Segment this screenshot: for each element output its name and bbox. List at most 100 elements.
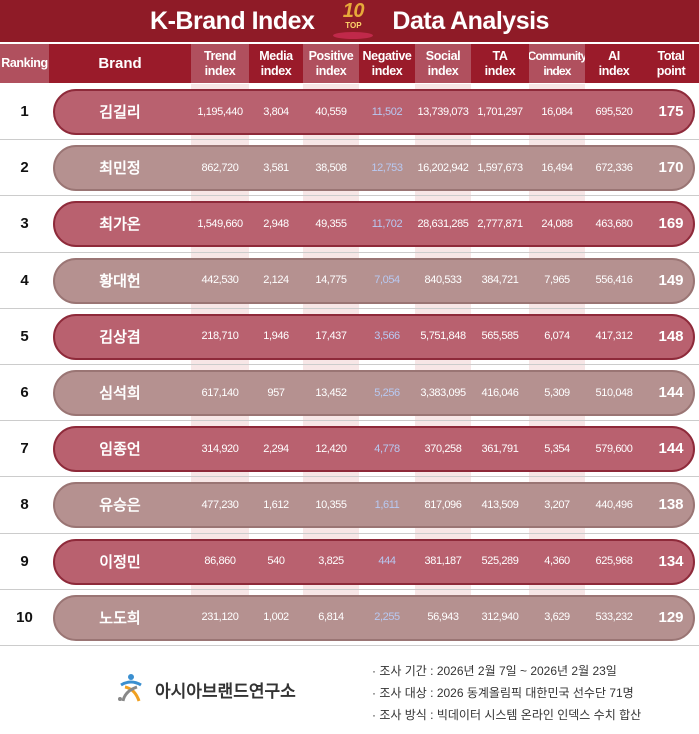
table-header: Ranking Brand Trend index Media index Positi… [0, 42, 699, 83]
cell-social: 840,533 [424, 274, 462, 287]
cell-trend: 314,920 [201, 442, 239, 455]
cell-social: 16,202,942 [417, 161, 469, 174]
cell-media: 540 [267, 555, 285, 568]
cell-ai: 417,312 [595, 330, 633, 343]
cell-ai: 440,496 [595, 498, 633, 511]
cell-community: 5,309 [544, 386, 570, 399]
cell-positive: 14,775 [315, 274, 347, 287]
cell-trend: 862,720 [201, 161, 239, 174]
cell-total: 134 [658, 552, 684, 570]
cell-positive: 3,825 [318, 555, 344, 568]
top10-badge-icon: 10 TOP [330, 1, 376, 41]
cell-media: 1,946 [263, 330, 289, 343]
cell-media: 957 [267, 386, 285, 399]
cell-brand: 유승은 [99, 497, 141, 515]
cell-rank: 9 [20, 552, 29, 570]
cell-media: 2,124 [263, 274, 289, 287]
cell-ta: 416,046 [481, 386, 519, 399]
cell-ta: 1,597,673 [477, 161, 523, 174]
table-row: 10 노도희 231,120 1,002 6,814 2,255 56,943 312,940… [0, 590, 699, 646]
cell-trend: 442,530 [201, 274, 239, 287]
cell-positive: 13,452 [315, 386, 347, 399]
note-method: · 조사 방식 : 빅데이터 시스템 온라인 인덱스 수치 합산 [372, 708, 642, 722]
cell-community: 5,354 [544, 442, 570, 455]
cell-media: 2,948 [263, 217, 289, 230]
cell-ta: 2,777,871 [477, 217, 523, 230]
cell-community: 7,965 [544, 274, 570, 287]
cell-total: 129 [658, 608, 684, 626]
cell-trend: 477,230 [201, 498, 239, 511]
cell-social: 817,096 [424, 498, 462, 511]
table-row: 4 황대헌 442,530 2,124 14,775 7,054 840,533 384,72… [0, 253, 699, 309]
title-right: Data Analysis [392, 6, 549, 35]
row-pill [53, 313, 695, 360]
cell-negative: 3,566 [374, 330, 400, 343]
column-header-ai: AI index [598, 48, 630, 78]
cell-community: 16,494 [541, 161, 573, 174]
cell-social: 28,631,285 [417, 217, 469, 230]
cell-positive: 17,437 [315, 330, 347, 343]
cell-rank: 6 [20, 384, 29, 402]
cell-positive: 38,508 [315, 161, 347, 174]
column-header-rank: Ranking [0, 44, 49, 83]
cell-ta: 525,289 [481, 555, 519, 568]
table-row: 6 심석희 617,140 957 13,452 5,256 3,383,095 416,04… [0, 365, 699, 422]
cell-community: 3,629 [544, 611, 570, 624]
cell-social: 3,383,095 [420, 386, 466, 399]
cell-ai: 556,416 [595, 274, 633, 287]
cell-rank: 3 [20, 215, 29, 233]
cell-ta: 361,791 [481, 442, 519, 455]
cell-total: 144 [658, 384, 684, 402]
cell-rank: 5 [20, 327, 29, 345]
table-row: 3 최가온 1,549,660 2,948 49,355 11,702 28,631,285… [0, 196, 699, 253]
cell-total: 169 [658, 215, 684, 233]
cell-brand: 황대헌 [99, 272, 141, 290]
cell-ai: 463,680 [595, 217, 633, 230]
cell-trend: 1,549,660 [197, 217, 243, 230]
column-header-media: Media index [259, 48, 293, 78]
column-header-social: Social index [415, 44, 471, 83]
cell-brand: 노도희 [99, 609, 141, 627]
cell-ai: 510,048 [595, 386, 633, 399]
cell-trend: 86,860 [204, 555, 236, 568]
cell-positive: 49,355 [315, 217, 347, 230]
cell-media: 1,002 [263, 611, 289, 624]
cell-rank: 10 [16, 608, 33, 626]
table-row: 9 이정민 86,860 540 3,825 444 381,187 525,289 4,360… [0, 534, 699, 590]
cell-media: 1,612 [263, 498, 289, 511]
cell-negative: 11,502 [371, 105, 403, 118]
title-left: K-Brand Index [150, 6, 315, 35]
table-row: 2 최민정 862,720 3,581 38,508 12,753 16,202,942 1,… [0, 140, 699, 197]
cell-negative: 11,702 [371, 217, 403, 230]
cell-ta: 565,585 [481, 330, 519, 343]
column-header-ta: TA index [484, 48, 516, 78]
cell-negative: 5,256 [374, 386, 400, 399]
cell-community: 3,207 [544, 498, 570, 511]
cell-ta: 1,701,297 [477, 105, 523, 118]
badge-base [333, 32, 374, 39]
cell-brand: 심석희 [99, 385, 141, 403]
cell-rank: 7 [20, 440, 29, 458]
cell-community: 16,084 [541, 105, 573, 118]
cell-positive: 12,420 [315, 442, 347, 455]
column-header-brand: Brand [98, 55, 142, 72]
footer: 아시아브랜드연구소 · 조사 기간 : 2026년 2월 7일 ~ 2026년 … [0, 640, 699, 734]
cell-negative: 2,255 [374, 611, 400, 624]
cell-negative: 7,054 [374, 274, 400, 287]
cell-social: 13,739,073 [417, 105, 469, 118]
column-header-trend: Trend index [191, 44, 249, 83]
cell-positive: 40,559 [315, 105, 347, 118]
org-logo: 아시아브랜드연구소 [115, 673, 296, 705]
cell-brand: 김상겸 [99, 328, 141, 346]
survey-notes: · 조사 기간 : 2026년 2월 7일 ~ 2026년 2월 23일 · 조… [372, 660, 641, 726]
column-header-total: Total point [656, 48, 686, 78]
note-period: · 조사 기간 : 2026년 2월 7일 ~ 2026년 2월 23일 [372, 664, 617, 678]
cell-trend: 218,710 [201, 330, 239, 343]
cell-rank: 8 [20, 496, 29, 514]
cell-total: 138 [658, 496, 684, 514]
cell-trend: 231,120 [201, 611, 239, 624]
cell-total: 148 [658, 327, 684, 345]
cell-social: 5,751,848 [420, 330, 466, 343]
row-pill [53, 538, 695, 585]
cell-positive: 6,814 [318, 611, 344, 624]
